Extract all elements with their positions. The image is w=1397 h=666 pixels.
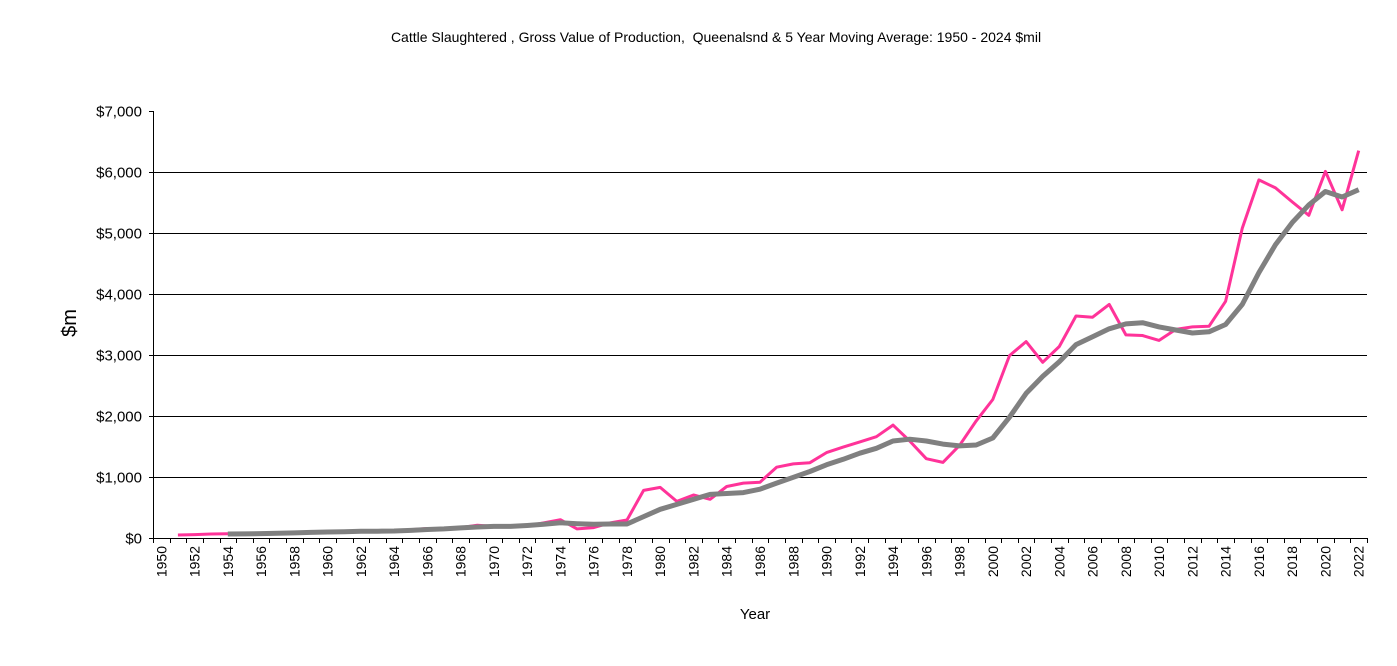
chart-title: Cattle Slaughtered , Gross Value of Prod…	[390, 29, 1042, 45]
x-tick-label: 1998	[952, 546, 968, 577]
axes	[153, 111, 1367, 539]
x-tick-label: 2018	[1284, 546, 1300, 577]
x-tick-label: 2000	[985, 546, 1001, 577]
y-axis-ticks: $0 $1,000 $2,000 $3,000 $4,000 $5,000 $6,000 $7…	[96, 104, 153, 548]
x-tick-label: 1966	[419, 546, 435, 577]
x-tick-label: 1968	[453, 546, 469, 577]
x-tick-label: 1972	[519, 546, 535, 577]
x-tick-label: 2008	[1118, 546, 1134, 577]
x-tick-label: 1994	[885, 546, 901, 577]
x-tick-label: 1992	[852, 546, 868, 577]
x-tick-label: 1974	[552, 546, 568, 577]
x-tick-label: 2002	[1018, 546, 1034, 577]
x-tick-label: 1958	[286, 546, 302, 577]
x-axis-ticks: 1950 1952 1954 1956 1958 1960 1962 1964 1966 1968…	[153, 538, 1368, 577]
x-tick-label: 1988	[785, 546, 801, 577]
x-tick-label: 2016	[1251, 546, 1267, 577]
x-tick-label: 1954	[220, 546, 236, 577]
gridlines	[153, 172, 1367, 478]
y-tick-label: $0	[125, 531, 142, 548]
x-tick-label: 1952	[187, 546, 203, 577]
x-tick-label: 2010	[1151, 546, 1167, 577]
series-line-moving-average	[227, 187, 1360, 537]
x-tick-label: 1970	[486, 546, 502, 577]
x-axis-title: Year	[740, 606, 770, 623]
y-tick-label: $3,000	[96, 348, 142, 365]
x-tick-label: 2012	[1184, 546, 1200, 577]
x-tick-label: 1964	[386, 546, 402, 577]
x-tick-label: 1962	[353, 546, 369, 577]
x-tick-label: 1996	[918, 546, 934, 577]
y-tick-label: $1,000	[96, 470, 142, 487]
x-tick-label: 1978	[619, 546, 635, 577]
y-tick-label: $6,000	[96, 165, 142, 182]
x-tick-label: 1956	[253, 546, 269, 577]
y-tick-label: $4,000	[96, 287, 142, 304]
x-tick-label: 1990	[819, 546, 835, 577]
x-tick-label: 1960	[320, 546, 336, 577]
x-tick-label: 1980	[652, 546, 668, 577]
x-tick-label: 1984	[719, 546, 735, 577]
x-tick-label: 2020	[1317, 546, 1333, 577]
series-layer	[177, 150, 1361, 537]
x-tick-label: 1986	[752, 546, 768, 577]
x-tick-label: 2014	[1218, 546, 1234, 577]
y-axis-title: $m	[59, 309, 81, 337]
x-tick-label: 1982	[685, 546, 701, 577]
y-tick-label: $7,000	[96, 104, 142, 121]
x-tick-label: 1976	[586, 546, 602, 577]
y-tick-label: $2,000	[96, 409, 142, 426]
x-tick-label: 2022	[1351, 546, 1367, 577]
y-tick-label: $5,000	[96, 226, 142, 243]
x-tick-label: 1950	[153, 546, 169, 577]
x-tick-label: 2004	[1051, 546, 1067, 577]
x-tick-label: 2006	[1085, 546, 1101, 577]
